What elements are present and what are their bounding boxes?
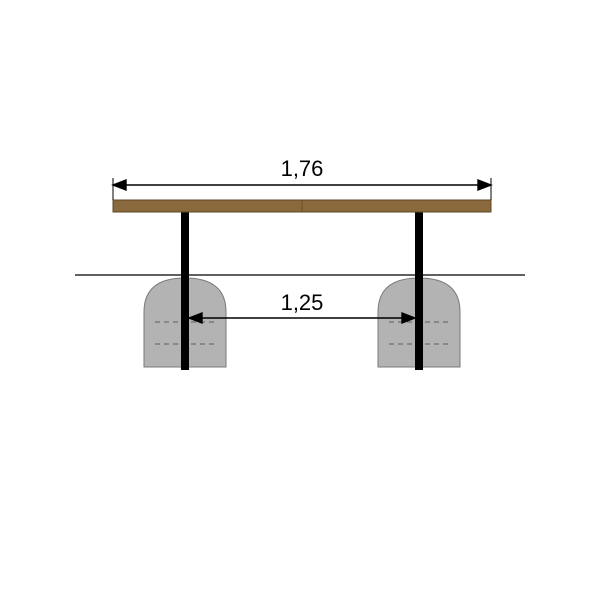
post-left [181,208,189,370]
post-right [415,208,423,370]
top-bar [113,200,491,212]
dimension-inner-label: 1,25 [281,290,324,315]
dimension-top [113,178,491,200]
technical-drawing: 1,76 1,25 [0,0,600,600]
dimension-top-label: 1,76 [281,156,324,181]
